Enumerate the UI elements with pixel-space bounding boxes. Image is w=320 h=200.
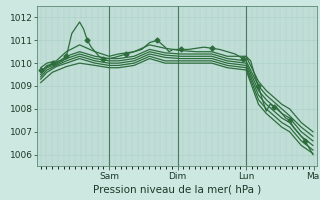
X-axis label: Pression niveau de la mer( hPa ): Pression niveau de la mer( hPa ): [93, 185, 261, 195]
